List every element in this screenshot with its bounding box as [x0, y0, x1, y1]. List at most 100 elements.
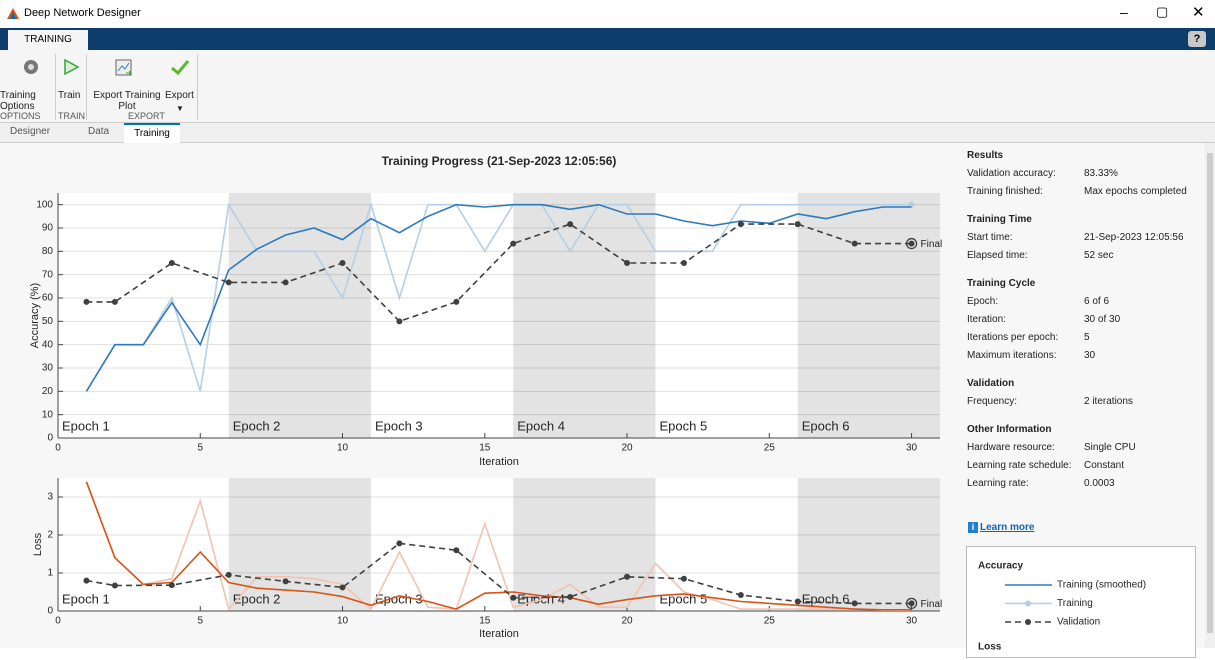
epoch-label: Epoch 4 [517, 418, 565, 433]
field-value: 52 sec [1084, 250, 1113, 261]
epoch-label: Epoch 1 [62, 418, 110, 433]
final-label: Final [921, 239, 943, 250]
y-tick-label: 60 [42, 293, 54, 304]
point [909, 241, 915, 247]
field-value: 5 [1084, 332, 1090, 343]
legend-title: Loss [978, 642, 1002, 653]
field-label: Training finished: [967, 186, 1043, 197]
epoch-label: Epoch 2 [233, 418, 281, 433]
point [453, 299, 459, 305]
field-value: 30 [1084, 350, 1095, 361]
point [852, 241, 858, 247]
final-label: Final [921, 599, 943, 610]
point [169, 582, 175, 588]
scrollbar[interactable] [1205, 143, 1215, 648]
legend-marker [1025, 601, 1031, 607]
point [112, 299, 118, 305]
point [83, 578, 89, 584]
chart-title: Training Progress (21-Sep-2023 12:05:56) [382, 154, 617, 168]
field-value: 0.0003 [1084, 478, 1115, 489]
section-heading: Training Cycle [967, 278, 1035, 289]
epoch-label: Epoch 3 [375, 418, 423, 433]
point [83, 299, 89, 305]
x-tick-label: 5 [197, 616, 203, 627]
y-tick-label: 100 [36, 199, 53, 210]
epoch-label: Epoch 6 [802, 591, 850, 606]
point [795, 221, 801, 227]
section-heading: Other Information [967, 424, 1051, 435]
epoch-label: Epoch 5 [659, 418, 707, 433]
point [681, 260, 687, 266]
x-tick-label: 25 [764, 443, 776, 454]
point [624, 260, 630, 266]
field-value: Max epochs completed [1084, 186, 1187, 197]
close[interactable]: ✕ [1192, 3, 1205, 21]
field-label: Frequency: [967, 396, 1017, 407]
point [852, 600, 858, 606]
minimize[interactable]: – [1120, 4, 1128, 20]
help[interactable]: ? [1188, 31, 1206, 47]
point [112, 583, 118, 589]
point [453, 547, 459, 553]
field-value: 30 of 30 [1084, 314, 1120, 325]
y-axis-label: Loss [32, 532, 44, 556]
x-tick-label: 25 [764, 616, 776, 627]
legend-label: Training (smoothed) [1057, 580, 1146, 591]
y-tick-label: 30 [42, 363, 54, 374]
x-tick-label: 30 [906, 443, 918, 454]
x-axis-label: Iteration [479, 456, 519, 468]
restore[interactable]: ▢ [1156, 4, 1168, 20]
point [169, 260, 175, 266]
x-tick-label: 20 [621, 616, 633, 627]
point [510, 595, 516, 601]
field-value: 2 iterations [1084, 396, 1133, 407]
point [795, 599, 801, 605]
point [738, 592, 744, 598]
legend-marker [1025, 619, 1031, 625]
epoch-band [798, 193, 940, 438]
point [226, 279, 232, 285]
y-tick-label: 2 [47, 530, 53, 541]
epoch-band [513, 193, 655, 438]
field-label: Validation accuracy: [967, 168, 1056, 179]
epoch-band [229, 193, 371, 438]
section-heading: Results [967, 150, 1003, 161]
field-value: 21-Sep-2023 12:05:56 [1084, 232, 1184, 243]
x-tick-label: 15 [479, 616, 491, 627]
y-tick-label: 0 [47, 606, 53, 617]
x-tick-label: 0 [55, 616, 61, 627]
point [283, 279, 289, 285]
x-tick-label: 5 [197, 443, 203, 454]
point [396, 540, 402, 546]
field-label: Epoch: [967, 296, 998, 307]
field-value: Constant [1084, 460, 1124, 471]
x-tick-label: 20 [621, 443, 633, 454]
info-icon: i [968, 522, 978, 533]
learn-more-link[interactable]: Learn more [980, 522, 1034, 533]
y-tick-label: 3 [47, 492, 53, 503]
field-label: Learning rate schedule: [967, 460, 1072, 471]
section-heading: Training Time [967, 214, 1032, 225]
field-value: 6 of 6 [1084, 296, 1109, 307]
y-tick-label: 50 [42, 316, 54, 327]
point [396, 318, 402, 324]
legend-title: Accuracy [978, 561, 1023, 572]
x-tick-label: 30 [906, 616, 918, 627]
section-heading: Validation [967, 378, 1014, 389]
point [510, 241, 516, 247]
epoch-label: Epoch 2 [233, 591, 281, 606]
point [909, 600, 915, 606]
field-label: Learning rate: [967, 478, 1029, 489]
y-tick-label: 0 [47, 433, 53, 444]
point [226, 572, 232, 578]
point [624, 574, 630, 580]
epoch-label: Epoch 6 [802, 418, 850, 433]
field-label: Hardware resource: [967, 442, 1055, 453]
y-axis-label: Accuracy (%) [29, 283, 41, 348]
x-tick-label: 10 [337, 616, 349, 627]
y-tick-label: 90 [42, 223, 54, 234]
